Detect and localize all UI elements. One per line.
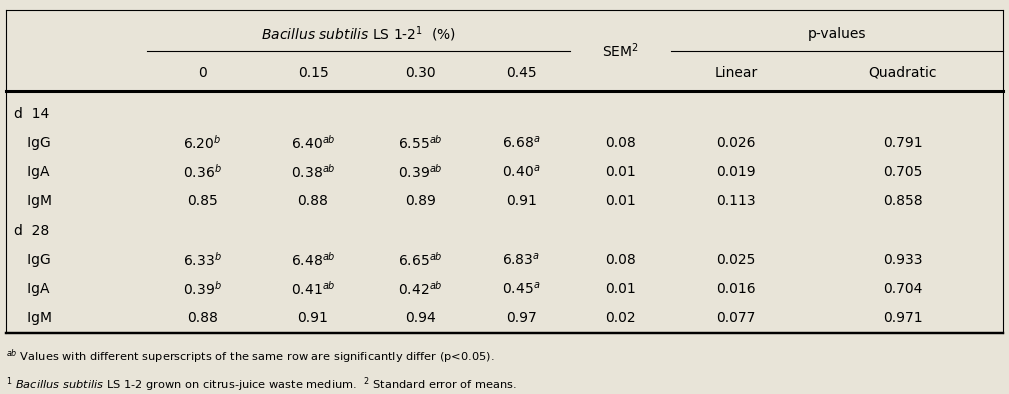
- Text: d  14: d 14: [14, 106, 49, 121]
- Text: 0.45$^a$: 0.45$^a$: [501, 281, 540, 297]
- Text: 0.026: 0.026: [716, 136, 756, 150]
- Text: 0: 0: [198, 66, 207, 80]
- Text: 6.48$^{ab}$: 6.48$^{ab}$: [291, 251, 335, 269]
- Text: 6.40$^{ab}$: 6.40$^{ab}$: [291, 134, 335, 152]
- Text: 0.38$^{ab}$: 0.38$^{ab}$: [291, 163, 335, 181]
- Text: 0.39$^{ab}$: 0.39$^{ab}$: [398, 163, 443, 181]
- Text: 6.33$^b$: 6.33$^b$: [183, 251, 222, 269]
- Text: 0.113: 0.113: [716, 194, 756, 208]
- Text: 0.02: 0.02: [605, 311, 636, 325]
- Text: p-values: p-values: [808, 27, 867, 41]
- Text: 0.91: 0.91: [506, 194, 537, 208]
- Text: 0.45: 0.45: [506, 66, 537, 80]
- Text: 6.55$^{ab}$: 6.55$^{ab}$: [398, 134, 443, 152]
- Text: 0.01: 0.01: [605, 165, 636, 179]
- Text: $\mathit{Bacillus\ subtilis}$ LS 1-2$^1$  (%): $\mathit{Bacillus\ subtilis}$ LS 1-2$^1$…: [260, 24, 456, 44]
- Text: 0.42$^{ab}$: 0.42$^{ab}$: [398, 280, 443, 298]
- Text: 0.025: 0.025: [716, 253, 756, 267]
- Text: Quadratic: Quadratic: [869, 66, 936, 80]
- Text: d  28: d 28: [14, 223, 49, 238]
- Text: $^1$ $\mathit{Bacillus\ subtilis}$ LS 1-2 grown on citrus-juice waste medium.  $: $^1$ $\mathit{Bacillus\ subtilis}$ LS 1-…: [6, 375, 517, 394]
- Text: 0.88: 0.88: [187, 311, 218, 325]
- Text: 0.791: 0.791: [883, 136, 922, 150]
- Text: IgA: IgA: [14, 282, 49, 296]
- Text: Linear: Linear: [714, 66, 758, 80]
- Text: 0.933: 0.933: [883, 253, 922, 267]
- Text: 0.077: 0.077: [716, 311, 756, 325]
- Text: IgG: IgG: [14, 136, 50, 150]
- Text: IgA: IgA: [14, 165, 49, 179]
- Text: 6.20$^b$: 6.20$^b$: [184, 134, 221, 152]
- Text: 0.89: 0.89: [405, 194, 436, 208]
- Text: 0.97: 0.97: [506, 311, 537, 325]
- Text: 0.39$^b$: 0.39$^b$: [183, 280, 222, 298]
- Text: IgG: IgG: [14, 253, 50, 267]
- Text: SEM$^2$: SEM$^2$: [602, 41, 639, 60]
- Text: 0.858: 0.858: [883, 194, 922, 208]
- Text: IgM: IgM: [14, 194, 51, 208]
- Text: 0.704: 0.704: [883, 282, 922, 296]
- Text: 0.40$^a$: 0.40$^a$: [501, 164, 540, 180]
- Text: $^{ab}$ Values with different superscripts of the same row are significantly dif: $^{ab}$ Values with different superscrip…: [6, 348, 494, 366]
- Text: 0.016: 0.016: [716, 282, 756, 296]
- Text: 0.36$^b$: 0.36$^b$: [183, 163, 222, 181]
- Text: 6.83$^a$: 6.83$^a$: [502, 252, 540, 268]
- Text: 6.68$^a$: 6.68$^a$: [501, 135, 540, 151]
- Text: IgM: IgM: [14, 311, 51, 325]
- Text: 0.01: 0.01: [605, 194, 636, 208]
- Text: 0.08: 0.08: [605, 253, 636, 267]
- Text: 0.91: 0.91: [298, 311, 329, 325]
- Text: 6.65$^{ab}$: 6.65$^{ab}$: [398, 251, 443, 269]
- Text: 0.971: 0.971: [883, 311, 922, 325]
- Text: 0.94: 0.94: [405, 311, 436, 325]
- Text: 0.41$^{ab}$: 0.41$^{ab}$: [291, 280, 335, 298]
- Text: 0.15: 0.15: [298, 66, 328, 80]
- Text: 0.08: 0.08: [605, 136, 636, 150]
- Text: 0.705: 0.705: [883, 165, 922, 179]
- Text: 0.85: 0.85: [187, 194, 218, 208]
- Text: 0.01: 0.01: [605, 282, 636, 296]
- Text: 0.019: 0.019: [716, 165, 756, 179]
- Text: 0.88: 0.88: [298, 194, 329, 208]
- Text: 0.30: 0.30: [405, 66, 436, 80]
